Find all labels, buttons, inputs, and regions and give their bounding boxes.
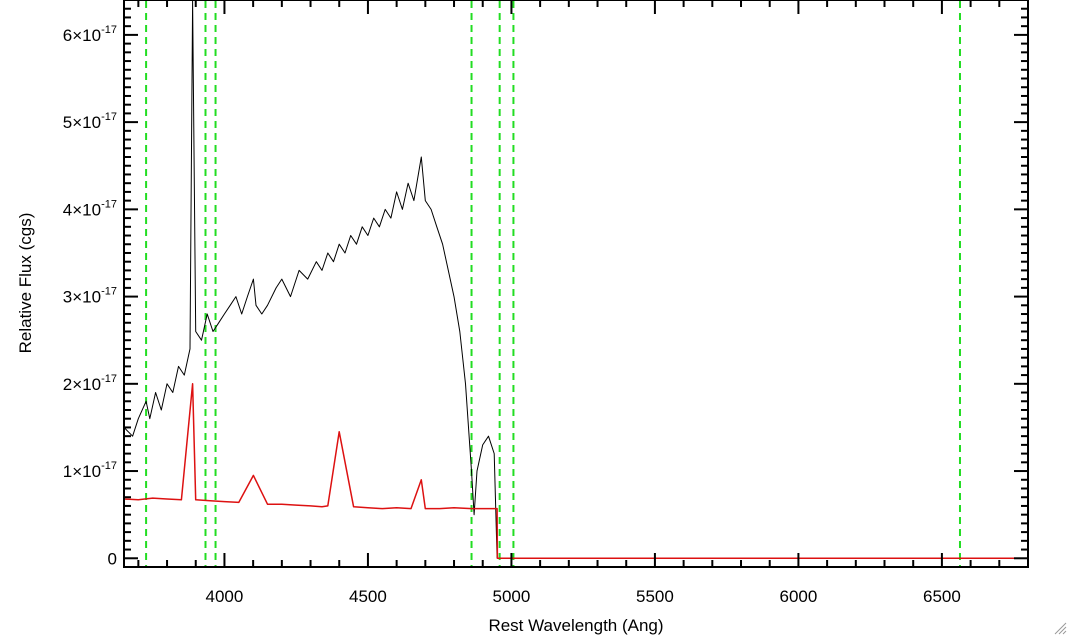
x-tick-label: 5000 — [493, 587, 531, 606]
y-axis-title: Relative Flux (cgs) — [16, 213, 35, 354]
series-line-0 — [123, 0, 498, 559]
series-line-1 — [123, 383, 1028, 560]
y-axis: 0 1×10-17 2×10-17 3×10-17 4×10-17 5×10-17 6×10… — [63, 7, 1028, 568]
x-tick-label: 5500 — [636, 587, 674, 606]
y-tick-label: 4×10-17 — [63, 198, 117, 219]
x-axis-title: Rest Wavelength (Ang) — [488, 616, 663, 635]
x-tick-label: 6000 — [779, 587, 817, 606]
y-tick-label: 2×10-17 — [63, 373, 117, 394]
emission-line-markers — [145, 1, 961, 566]
x-tick-label: 4500 — [349, 587, 387, 606]
x-tick-label: 4000 — [206, 587, 244, 606]
x-tick-label: 6500 — [923, 587, 961, 606]
y-tick-label: 1×10-17 — [63, 460, 117, 481]
x-axis: 4000 4500 5000 5500 6000 6500 — [137, 0, 1029, 606]
series-layer — [123, 0, 1028, 560]
y-tick-label: 6×10-17 — [63, 24, 117, 45]
y-tick-label: 3×10-17 — [63, 286, 117, 307]
resize-grip-icon[interactable] — [1053, 621, 1067, 635]
y-tick-label: 5×10-17 — [63, 111, 117, 132]
plot-frame — [123, 0, 1029, 568]
y-tick-label: 0 — [108, 549, 117, 568]
